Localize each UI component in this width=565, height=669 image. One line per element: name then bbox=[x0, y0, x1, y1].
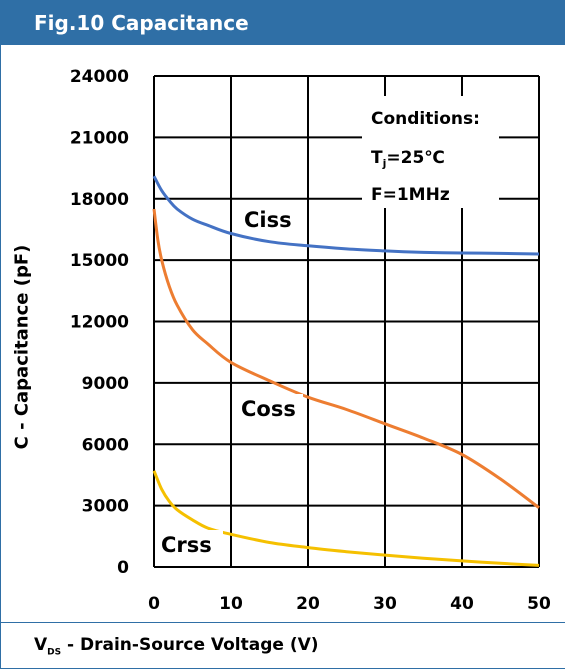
conditions-heading: Conditions: bbox=[371, 109, 480, 129]
series-label-ciss: Ciss bbox=[244, 208, 292, 232]
footer-divider bbox=[1, 622, 565, 623]
y-tick-label: 15000 bbox=[70, 251, 129, 271]
conditions-tj-value: =25℃ bbox=[386, 148, 445, 168]
x-axis-label: VDS - Drain-Source Voltage (V) bbox=[34, 635, 319, 657]
conditions-tj-sub: j bbox=[382, 157, 387, 170]
series-labels: Ciss Coss Crss bbox=[157, 205, 306, 558]
x-tick-labels: 0 10 20 30 40 50 bbox=[148, 594, 551, 614]
series-label-bg bbox=[157, 530, 223, 558]
x-tick-label: 10 bbox=[219, 594, 243, 614]
x-axis-label-sub: DS bbox=[47, 647, 62, 658]
y-tick-label: 24000 bbox=[70, 67, 129, 87]
x-tick-label: 20 bbox=[296, 594, 320, 614]
y-tick-label: 3000 bbox=[82, 497, 129, 517]
y-tick-label: 18000 bbox=[70, 190, 129, 210]
conditions-tj: Tj=25℃ bbox=[371, 148, 445, 170]
x-tick-label: 0 bbox=[148, 594, 160, 614]
y-tick-label: 21000 bbox=[70, 128, 129, 148]
series-line-crss bbox=[152, 470, 540, 567]
series-line-coss bbox=[152, 208, 540, 509]
y-tick-label: 9000 bbox=[82, 374, 129, 394]
x-tick-label: 30 bbox=[373, 594, 397, 614]
chart-canvas: 0 3000 6000 9000 12000 15000 18000 21000 24000 0… bbox=[70, 67, 551, 614]
y-axis-label: C - Capacitance (pF) bbox=[11, 244, 33, 450]
series-label-bg bbox=[240, 205, 306, 233]
x-axis-label-rest: - Drain-Source Voltage (V) bbox=[61, 635, 319, 655]
y-tick-label: 12000 bbox=[70, 313, 129, 333]
series-lines bbox=[152, 175, 540, 567]
series-label-bg bbox=[237, 394, 303, 422]
y-tick-label: 0 bbox=[117, 558, 129, 578]
title-bar: Fig.10 Capacitance bbox=[1, 0, 565, 45]
conditions-box bbox=[362, 96, 499, 208]
x-axis-label-main: V bbox=[34, 635, 48, 655]
conditions-frequency: F=1MHz bbox=[371, 185, 450, 205]
series-line-ciss bbox=[152, 175, 540, 256]
y-tick-labels: 0 3000 6000 9000 12000 15000 18000 21000 24000 bbox=[70, 67, 129, 578]
x-tick-label: 40 bbox=[450, 594, 474, 614]
series-label-coss: Coss bbox=[241, 397, 296, 421]
series-label-crss: Crss bbox=[161, 533, 212, 557]
x-tick-label: 50 bbox=[527, 594, 551, 614]
y-tick-label: 6000 bbox=[82, 435, 129, 455]
figure-title: Fig.10 Capacitance bbox=[34, 11, 249, 35]
conditions-tj-prefix: T bbox=[371, 148, 383, 168]
